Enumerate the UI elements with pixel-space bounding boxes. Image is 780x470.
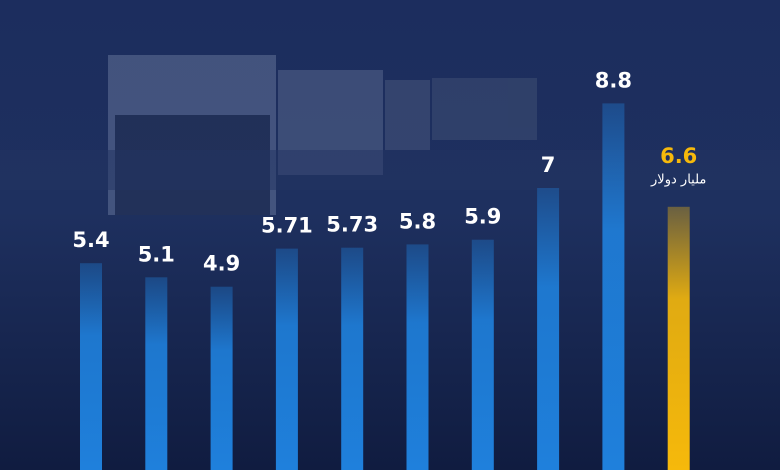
bar — [667, 206, 690, 470]
value-label: 5.4 — [72, 228, 109, 252]
value-label: 4.9 — [203, 252, 240, 276]
bar — [537, 188, 560, 470]
value-label: 5.1 — [138, 242, 175, 266]
bar — [145, 277, 168, 470]
value-label: 6.6 — [660, 144, 697, 168]
value-label: 8.8 — [595, 68, 632, 92]
bar — [210, 286, 233, 470]
value-label: 5.73 — [326, 213, 378, 237]
bar — [80, 263, 102, 470]
ships-backdrop — [0, 55, 780, 215]
annotation: مليار دولار — [650, 172, 706, 187]
bar — [406, 244, 429, 470]
bar — [275, 248, 298, 470]
value-label: 7 — [541, 153, 556, 177]
water — [0, 150, 780, 190]
ship — [108, 55, 276, 215]
bar — [602, 103, 625, 470]
bar — [341, 247, 364, 470]
ship — [385, 80, 430, 150]
ship-hull — [115, 115, 270, 215]
ship — [432, 78, 537, 140]
value-label: 5.71 — [261, 214, 313, 238]
ship — [278, 70, 383, 175]
value-label: 5.8 — [399, 209, 436, 233]
value-label: 5.9 — [464, 205, 501, 229]
bar — [471, 239, 494, 470]
